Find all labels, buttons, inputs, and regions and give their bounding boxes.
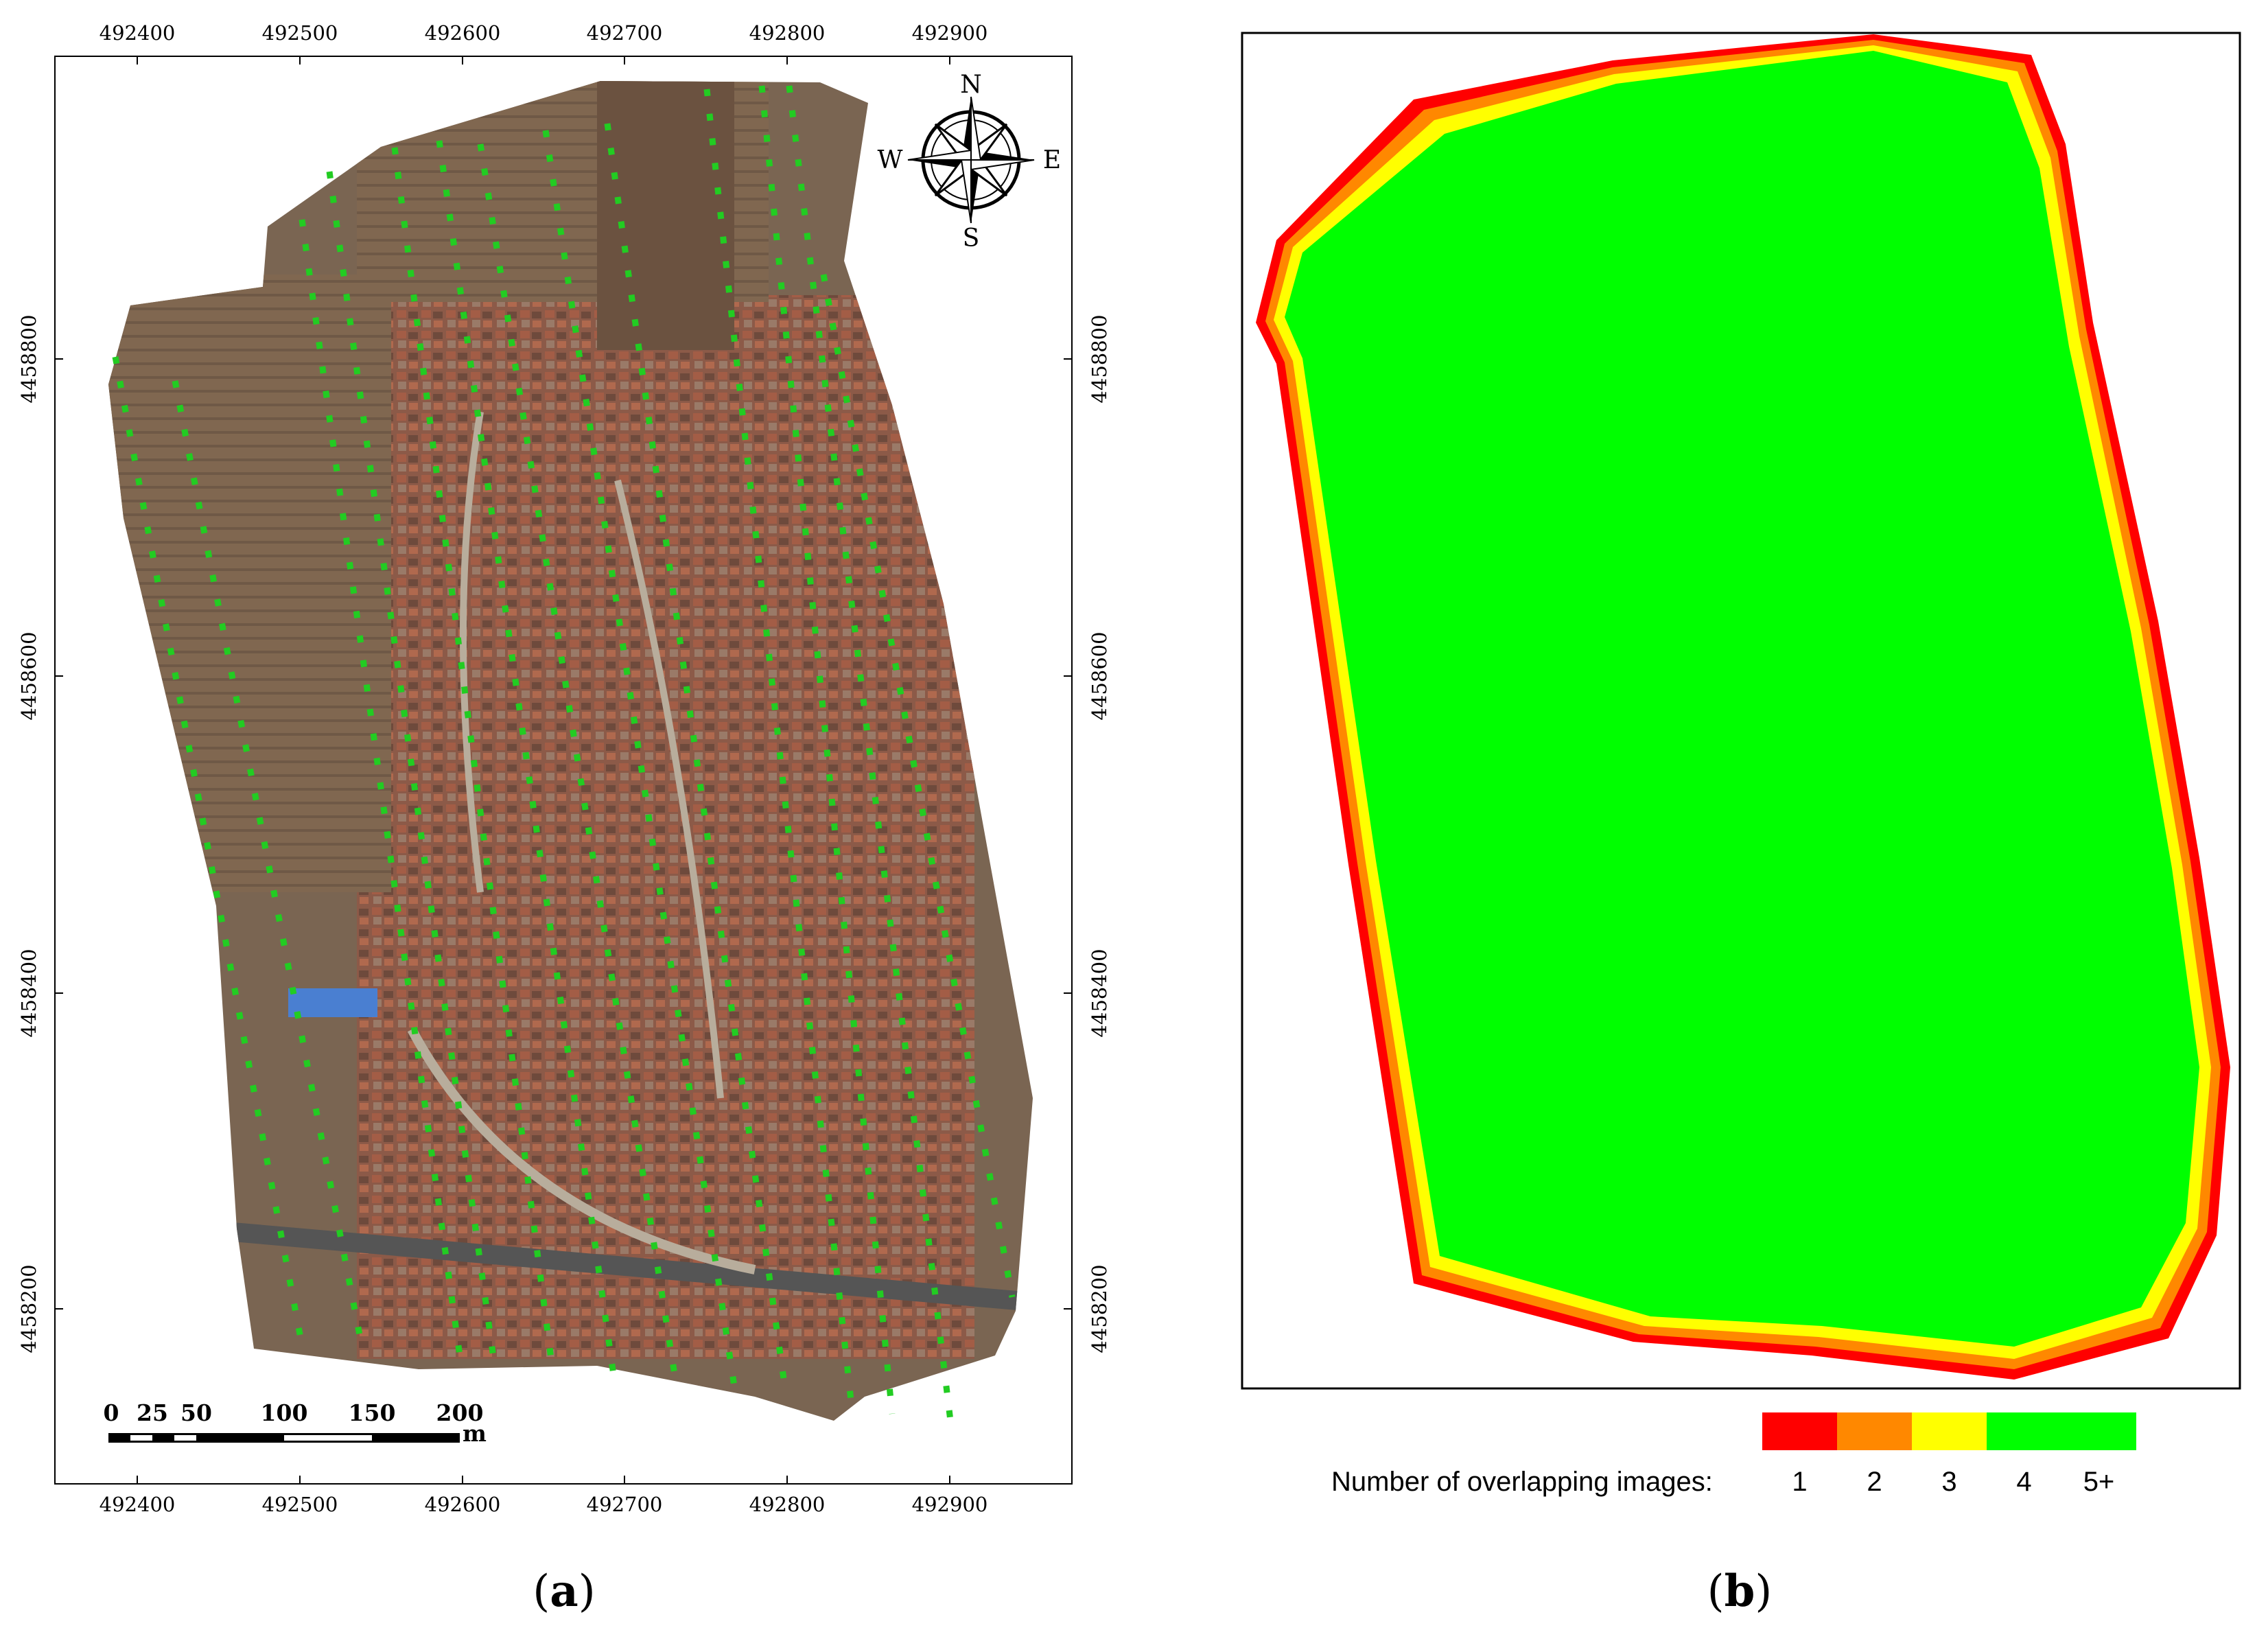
x-tick-bottom-label: 492900: [912, 1493, 988, 1516]
x-tick-top-label: 492500: [262, 21, 338, 45]
legend-swatch: [1762, 1412, 1837, 1450]
scale-label: 200: [436, 1399, 484, 1426]
panel-b-overlap-map: Number of overlapping images: 1 2 3 4 5+: [1241, 32, 2241, 1497]
x-tick-bottom-label: 492400: [100, 1493, 176, 1516]
legend-label: 1: [1792, 1467, 1807, 1497]
x-tick-top-label: 492900: [912, 21, 988, 45]
scale-label: 100: [261, 1399, 308, 1426]
compass-rose: N S E W: [877, 71, 1061, 253]
flight-path-markers: [112, 85, 1016, 1421]
y-tick-right-label: 4458200: [1088, 1264, 1111, 1353]
x-tick-top-label: 492800: [749, 21, 826, 45]
y-tick-left-label: 4458800: [17, 314, 40, 403]
panel-b-label: (b): [1707, 1566, 1773, 1617]
x-tick-top-label: 492600: [425, 21, 501, 45]
legend-swatch: [1912, 1412, 1987, 1450]
legend-swatch: [1987, 1412, 2061, 1450]
scale-label: 50: [180, 1399, 212, 1426]
legend-label: 2: [1867, 1467, 1882, 1497]
y-tick-left-label: 4458200: [17, 1264, 40, 1353]
y-tick-right-label: 4458600: [1088, 631, 1111, 720]
legend-label: 4: [2016, 1467, 2031, 1497]
legend-label: 3: [1941, 1467, 1956, 1497]
legend-swatch: [2061, 1412, 2136, 1450]
legend-label: 5+: [2083, 1467, 2115, 1497]
x-tick-bottom-label: 492500: [262, 1493, 338, 1516]
scale-label: 150: [349, 1399, 396, 1426]
x-tick-bottom-label: 492600: [425, 1493, 501, 1516]
compass-east-label: E: [1043, 146, 1061, 174]
scale-label: 0: [104, 1399, 119, 1426]
overlap-legend: Number of overlapping images: 1 2 3 4 5+: [1331, 1412, 2136, 1497]
legend-title: Number of overlapping images:: [1331, 1467, 1713, 1497]
orthomosaic-image: [108, 81, 1033, 1421]
x-tick-bottom-label: 492700: [587, 1493, 663, 1516]
y-tick-left-label: 4458400: [17, 949, 40, 1037]
scale-unit: m: [463, 1420, 487, 1447]
compass-south-label: S: [963, 224, 980, 253]
scale-label: 25: [137, 1399, 168, 1426]
scale-bar: 0 25 50 100 150 200 m: [104, 1399, 487, 1447]
y-tick-right-label: 4458800: [1088, 314, 1111, 403]
panel-a-map: 492400 492500 492600 492700 492800 492900 492…: [17, 21, 1111, 1516]
overlap-5plus-region: [1285, 51, 2199, 1347]
y-tick-right-label: 4458400: [1088, 949, 1111, 1037]
y-tick-left-label: 4458600: [17, 631, 40, 720]
compass-north-label: N: [960, 71, 982, 99]
x-tick-bottom-label: 492800: [749, 1493, 826, 1516]
legend-swatch: [1837, 1412, 1912, 1450]
overlap-coverage: [1256, 34, 2230, 1380]
panel-a-label: (a): [533, 1566, 595, 1617]
compass-west-label: W: [877, 146, 902, 174]
x-tick-top-label: 492400: [100, 21, 176, 45]
x-tick-top-label: 492700: [587, 21, 663, 45]
